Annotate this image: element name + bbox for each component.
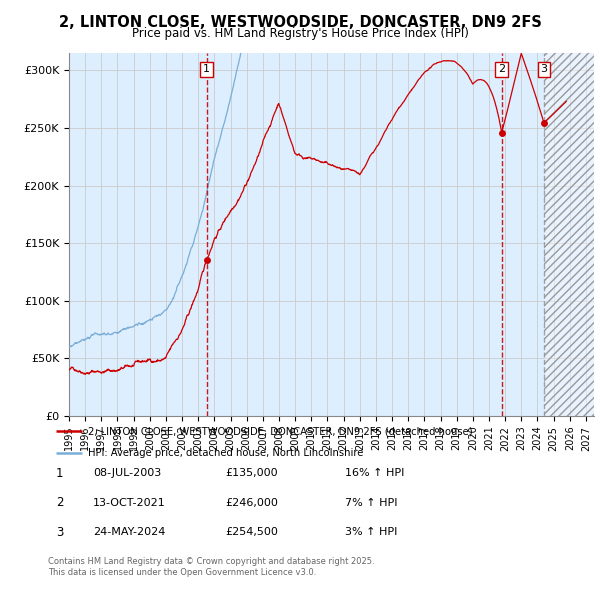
Text: 7% ↑ HPI: 7% ↑ HPI	[345, 498, 398, 507]
Text: Contains HM Land Registry data © Crown copyright and database right 2025.: Contains HM Land Registry data © Crown c…	[48, 558, 374, 566]
Text: 1: 1	[56, 467, 63, 480]
Text: HPI: Average price, detached house, North Lincolnshire: HPI: Average price, detached house, Nort…	[88, 448, 363, 457]
Text: 2: 2	[56, 496, 63, 509]
Text: £254,500: £254,500	[225, 527, 278, 537]
Text: £135,000: £135,000	[225, 468, 278, 478]
Text: 3: 3	[541, 64, 547, 74]
Text: £246,000: £246,000	[225, 498, 278, 507]
Text: This data is licensed under the Open Government Licence v3.0.: This data is licensed under the Open Gov…	[48, 568, 316, 577]
Text: 2, LINTON CLOSE, WESTWOODSIDE, DONCASTER, DN9 2FS (detached house): 2, LINTON CLOSE, WESTWOODSIDE, DONCASTER…	[88, 427, 472, 436]
Text: 08-JUL-2003: 08-JUL-2003	[93, 468, 161, 478]
Text: 3% ↑ HPI: 3% ↑ HPI	[345, 527, 397, 537]
Text: 2: 2	[498, 64, 505, 74]
Text: 13-OCT-2021: 13-OCT-2021	[93, 498, 166, 507]
Text: 3: 3	[56, 526, 63, 539]
Text: 1: 1	[203, 64, 210, 74]
Bar	[544, 53, 594, 416]
Text: 2, LINTON CLOSE, WESTWOODSIDE, DONCASTER, DN9 2FS: 2, LINTON CLOSE, WESTWOODSIDE, DONCASTER…	[59, 15, 541, 30]
Bar	[544, 53, 594, 416]
Text: 16% ↑ HPI: 16% ↑ HPI	[345, 468, 404, 478]
Text: Price paid vs. HM Land Registry's House Price Index (HPI): Price paid vs. HM Land Registry's House …	[131, 27, 469, 40]
Text: 24-MAY-2024: 24-MAY-2024	[93, 527, 166, 537]
